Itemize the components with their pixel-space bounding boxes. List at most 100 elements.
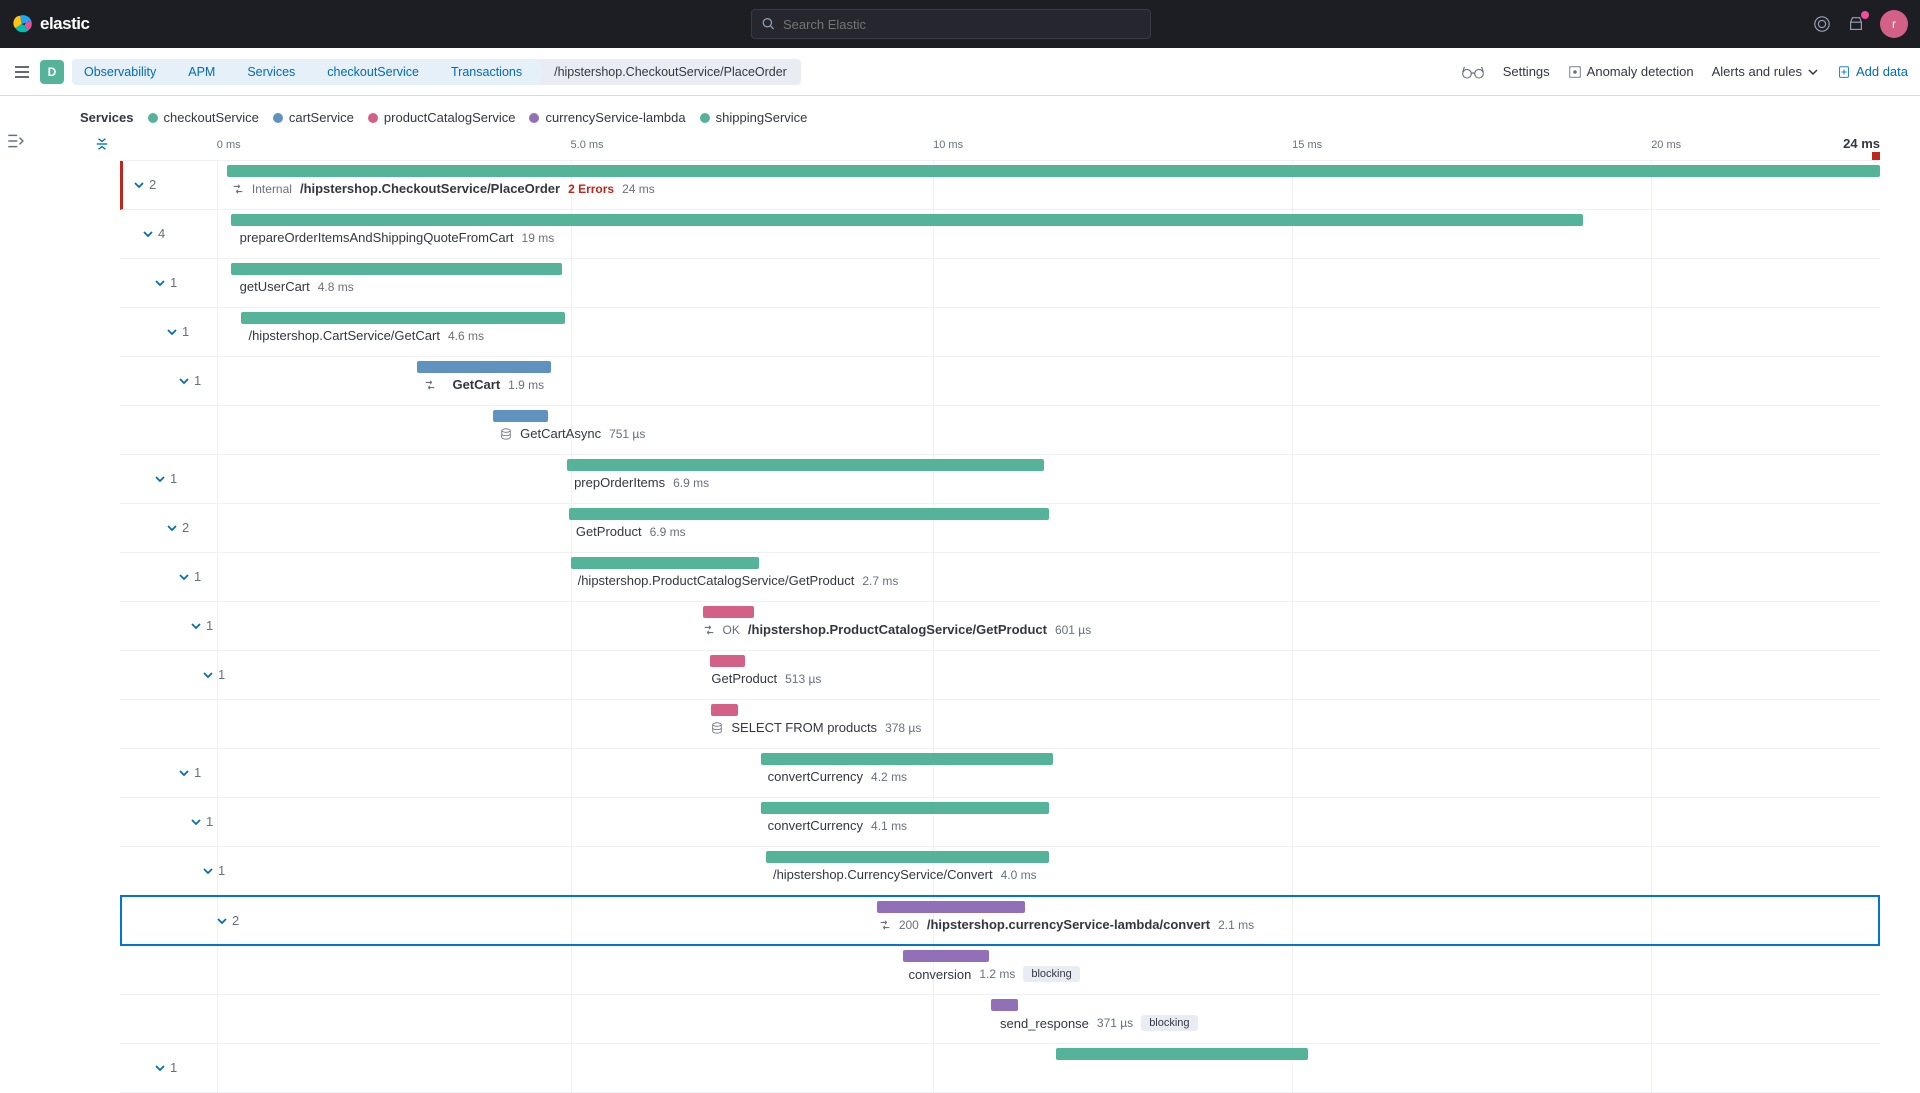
search-input[interactable] [783,17,1140,32]
transaction-icon [232,183,244,195]
expand-chevron[interactable]: 1 [154,471,177,486]
accordion-toggle-icon[interactable] [93,137,111,151]
child-count: 1 [206,814,213,829]
waterfall-row[interactable]: GetCartAsync751 µs [120,406,1880,455]
expand-chevron[interactable]: 1 [202,667,225,682]
span-label: /hipstershop.CurrencyService/Convert4.0 … [773,867,1037,882]
waterfall-row[interactable]: send_response371 µsblocking [120,995,1880,1044]
span-bar[interactable] [569,508,1049,520]
expand-chevron[interactable]: 2 [166,520,189,535]
span-bar[interactable] [903,950,989,962]
logo[interactable]: elastic [12,13,89,35]
add-data-link[interactable]: Add data [1837,64,1908,79]
span-label: GetCartAsync751 µs [500,426,645,441]
span-bar[interactable] [417,361,551,373]
waterfall-row[interactable]: 2Internal/hipstershop.CheckoutService/Pl… [120,161,1880,210]
span-bar[interactable] [991,999,1017,1011]
settings-link[interactable]: Settings [1503,64,1550,79]
waterfall-row[interactable]: 1getUserCart4.8 ms [120,259,1880,308]
expand-sidebar-icon[interactable] [6,132,24,150]
span-label: OK/hipstershop.ProductCatalogService/Get… [703,622,1092,637]
span-bar[interactable] [231,263,562,275]
span-name: /hipstershop.ProductCatalogService/GetPr… [748,622,1047,637]
expand-chevron[interactable]: 1 [178,569,201,584]
span-bar[interactable] [1056,1048,1308,1060]
span-label: convertCurrency4.2 ms [768,769,907,784]
chevron-down-icon [190,816,202,828]
span-label: /hipstershop.ProductCatalogService/GetPr… [578,573,899,588]
alerts-rules-link[interactable]: Alerts and rules [1712,64,1819,79]
span-bar[interactable] [227,165,1880,177]
expand-chevron[interactable]: 1 [190,814,213,829]
legend-item[interactable]: cartService [273,110,354,125]
breadcrumb-item[interactable]: checkoutService [309,59,433,85]
waterfall-row[interactable]: 2200/hipstershop.currencyService-lambda/… [120,895,1880,946]
expand-chevron[interactable]: 2 [133,177,156,192]
newsfeed-icon[interactable] [1846,14,1866,34]
waterfall-row[interactable]: 2GetProduct6.9 ms [120,504,1880,553]
add-data-label: Add data [1856,64,1908,79]
span-duration: 513 µs [785,672,821,686]
waterfall-row[interactable]: 1 [120,1044,1880,1093]
span-label: conversion1.2 msblocking [908,966,1079,982]
waterfall-row[interactable]: 1 convertCurrency4.2 ms [120,749,1880,798]
waterfall-row[interactable]: 1prepOrderItems6.9 ms [120,455,1880,504]
user-avatar[interactable]: r [1880,10,1908,38]
span-bar[interactable] [493,410,548,422]
breadcrumb-item[interactable]: Transactions [433,59,536,85]
expand-chevron[interactable]: 1 [178,765,201,780]
expand-chevron[interactable]: 4 [142,226,165,241]
span-bar[interactable] [567,459,1044,471]
waterfall-row[interactable]: conversion1.2 msblocking [120,946,1880,995]
help-icon[interactable] [1812,14,1832,34]
expand-chevron[interactable]: 1 [154,1060,177,1075]
breadcrumb-item[interactable]: APM [170,59,229,85]
waterfall-row[interactable]: 1/hipstershop.CurrencyService/Convert4.0… [120,847,1880,896]
breadcrumb-item[interactable]: Services [229,59,309,85]
chevron-down-icon [154,277,166,289]
expand-chevron[interactable]: 1 [178,373,201,388]
waterfall-row[interactable]: 1 OK/hipstershop.ProductCatalogService/Ge… [120,602,1880,651]
waterfall-row[interactable]: 1/hipstershop.CartService/GetCart4.6 ms [120,308,1880,357]
span-bar[interactable] [241,312,565,324]
legend-item[interactable]: productCatalogService [368,110,516,125]
waterfall-row[interactable]: 1GetCart1.9 ms [120,357,1880,406]
span-bar[interactable] [571,557,759,569]
space-badge[interactable]: D [40,60,64,84]
hamburger-icon[interactable] [12,62,32,82]
span-name: /hipstershop.currencyService-lambda/conv… [927,917,1210,932]
legend-item[interactable]: currencyService-lambda [529,110,685,125]
legend-item[interactable]: shippingService [700,110,808,125]
span-bar[interactable] [703,606,754,618]
expand-chevron[interactable]: 2 [216,913,239,928]
expand-chevron[interactable]: 1 [166,324,189,339]
waterfall-row[interactable]: SELECT FROM products378 µs [120,700,1880,749]
legend-swatch [273,113,283,123]
waterfall-row[interactable]: 1convertCurrency4.1 ms [120,798,1880,847]
expand-chevron[interactable]: 1 [154,275,177,290]
child-count: 2 [149,177,156,192]
span-bar[interactable] [710,655,745,667]
span-bar[interactable] [877,901,1025,913]
expand-chevron[interactable]: 1 [202,863,225,878]
waterfall-row[interactable]: 4prepareOrderItemsAndShippingQuoteFromCa… [120,210,1880,259]
search-icon [762,17,775,31]
timeline-max: 24 ms [1843,136,1880,151]
span-bar[interactable] [761,802,1050,814]
expand-chevron[interactable]: 1 [190,618,213,633]
waterfall-row[interactable]: 1GetProduct513 µs [120,651,1880,700]
span-duration: 2.1 ms [1218,918,1254,932]
waterfall-row[interactable]: 1/hipstershop.ProductCatalogService/GetP… [120,553,1880,602]
search-box[interactable] [751,9,1151,39]
chevron-down-icon [202,669,214,681]
breadcrumb-item[interactable]: Observability [72,59,170,85]
legend-item[interactable]: checkoutService [148,110,259,125]
anomaly-detection-link[interactable]: Anomaly detection [1568,64,1694,79]
span-bar[interactable] [231,214,1583,226]
span-name: GetCartAsync [520,426,601,441]
span-bar[interactable] [766,851,1049,863]
span-bar[interactable] [761,753,1053,765]
glasses-icon[interactable] [1461,64,1485,80]
span-bar[interactable] [711,704,737,716]
end-marker [1872,152,1880,160]
